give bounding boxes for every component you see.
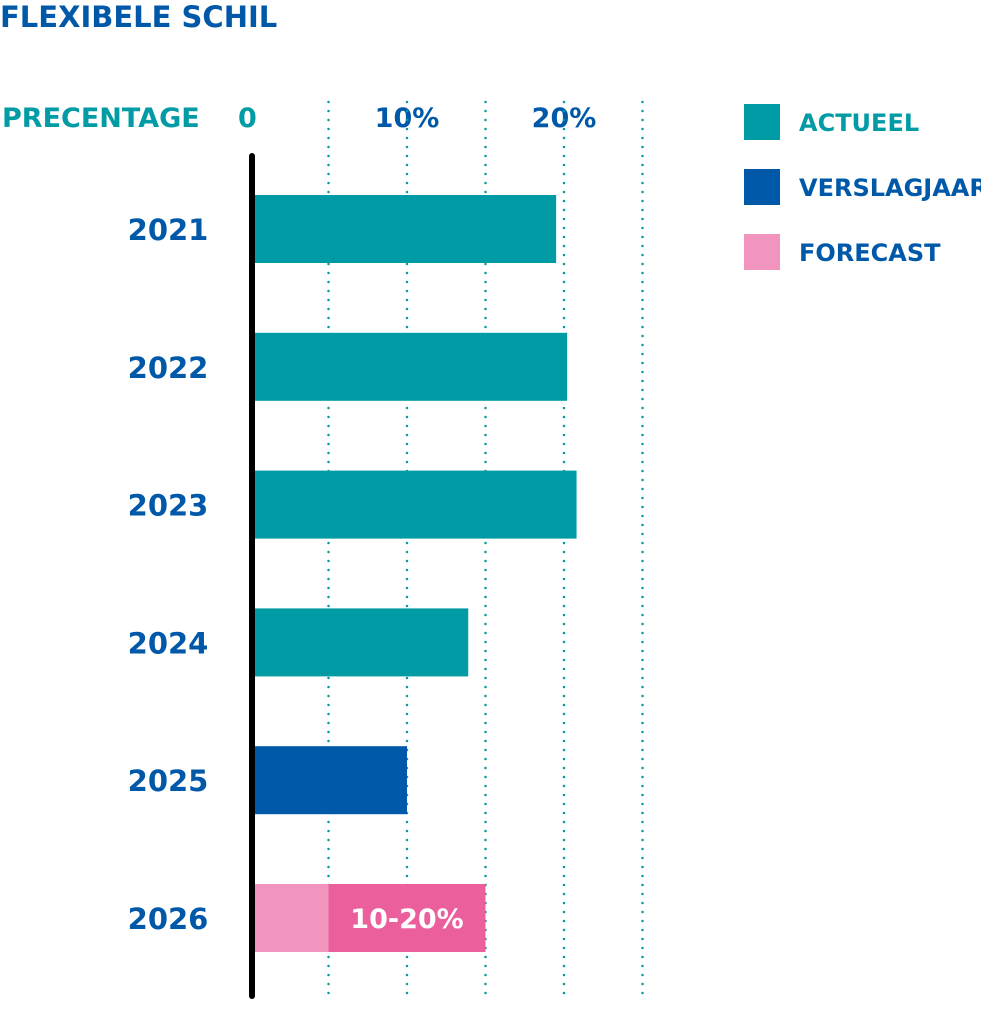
category-label: 2023 [128, 489, 209, 523]
x-tick-label: 0 [238, 103, 257, 134]
legend-label: FORECAST [799, 239, 941, 267]
legend-label: VERSLAGJAAR [799, 174, 981, 202]
category-label: 2026 [128, 902, 209, 936]
category-label: 2025 [128, 764, 209, 798]
legend-swatch [744, 104, 780, 140]
bar-2022 [250, 332, 568, 401]
bar-2026-forecast-base [250, 884, 329, 952]
legend-swatch [744, 169, 780, 205]
bar-2025 [250, 746, 407, 815]
legend-swatch [744, 234, 780, 270]
bar-2024 [250, 608, 469, 677]
bar-2026-forecast-range [328, 884, 486, 952]
category-label: 2024 [128, 626, 209, 660]
bar-2021 [250, 195, 557, 263]
chart-title: FLEXIBELE SCHIL [0, 0, 277, 34]
legend-label: ACTUEEL [799, 109, 919, 137]
forecast-range-label: 10-20% [350, 904, 463, 935]
bar-2023 [250, 470, 577, 539]
axis-label: PRECENTAGE [2, 103, 200, 134]
category-label: 2021 [128, 213, 209, 247]
category-label: 2022 [128, 351, 209, 385]
